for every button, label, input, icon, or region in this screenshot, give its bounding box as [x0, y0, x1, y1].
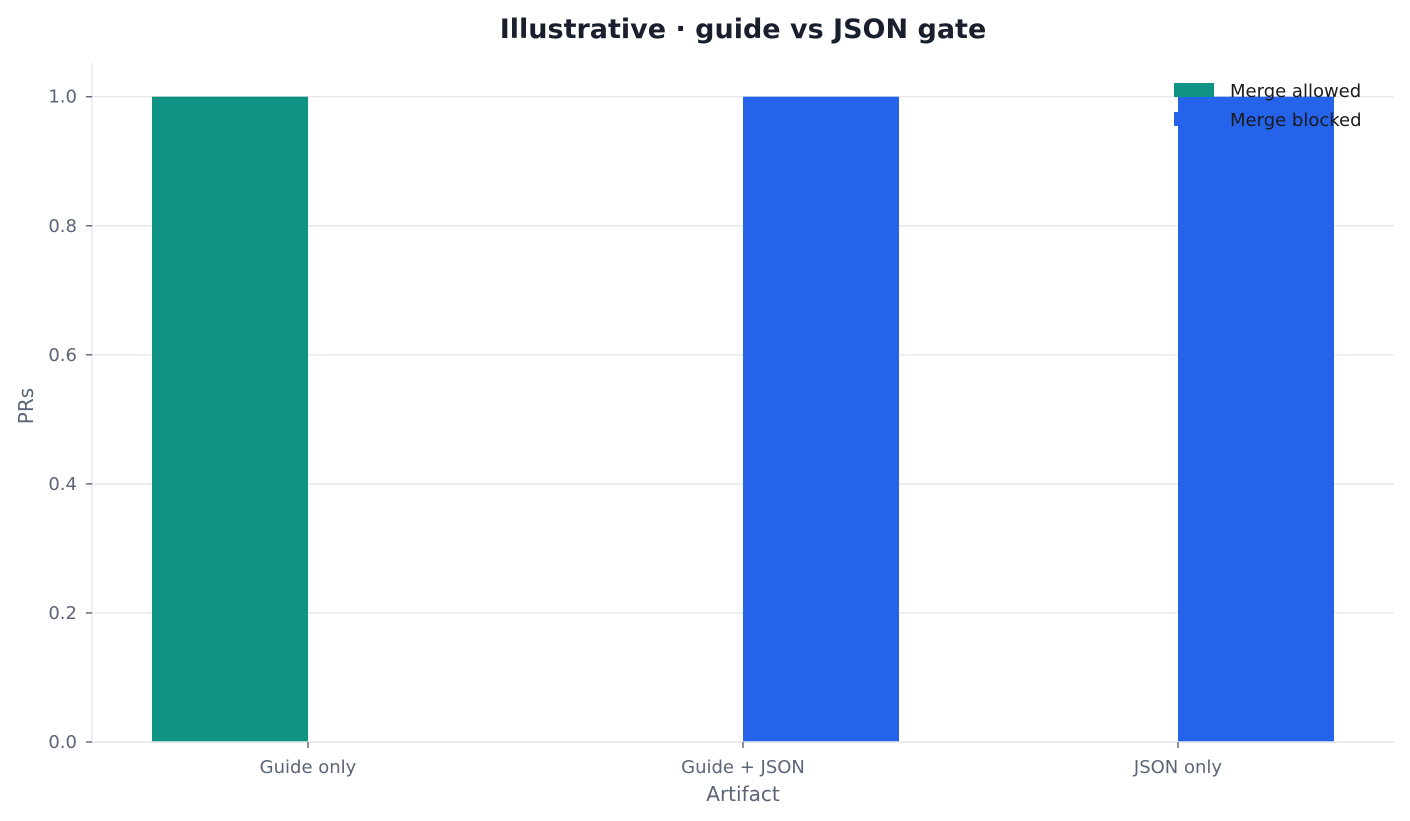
x-tick-label: Guide only — [260, 757, 357, 778]
legend-label: Merge blocked — [1230, 110, 1362, 131]
y-tick-label: 0.8 — [48, 216, 77, 237]
y-tick-label: 0.6 — [48, 345, 77, 366]
legend-swatch — [1174, 112, 1214, 126]
ticks: 0.0 0.2 0.4 0.6 0.8 1.0 Guide only Guide + JSON… — [48, 87, 1222, 778]
legend: Merge allowed Merge blocked — [1174, 81, 1362, 131]
x-axis-title: Artifact — [706, 782, 780, 806]
chart-title: Illustrative · guide vs JSON gate — [500, 14, 987, 45]
y-axis-title: PRs — [14, 388, 38, 424]
bar-merge-blocked — [743, 96, 899, 742]
x-tick-label: Guide + JSON — [681, 757, 805, 778]
bar-merge-allowed — [152, 96, 308, 742]
y-tick-label: 0.4 — [48, 474, 77, 495]
legend-label: Merge allowed — [1230, 81, 1361, 102]
bars — [152, 96, 1334, 742]
legend-swatch — [1174, 83, 1214, 97]
x-tick-label: JSON only — [1133, 757, 1223, 778]
y-tick-label: 0.2 — [48, 603, 77, 624]
y-tick-label: 1.0 — [48, 87, 77, 108]
bar-merge-blocked — [1178, 96, 1334, 742]
y-tick-label: 0.0 — [48, 732, 77, 753]
